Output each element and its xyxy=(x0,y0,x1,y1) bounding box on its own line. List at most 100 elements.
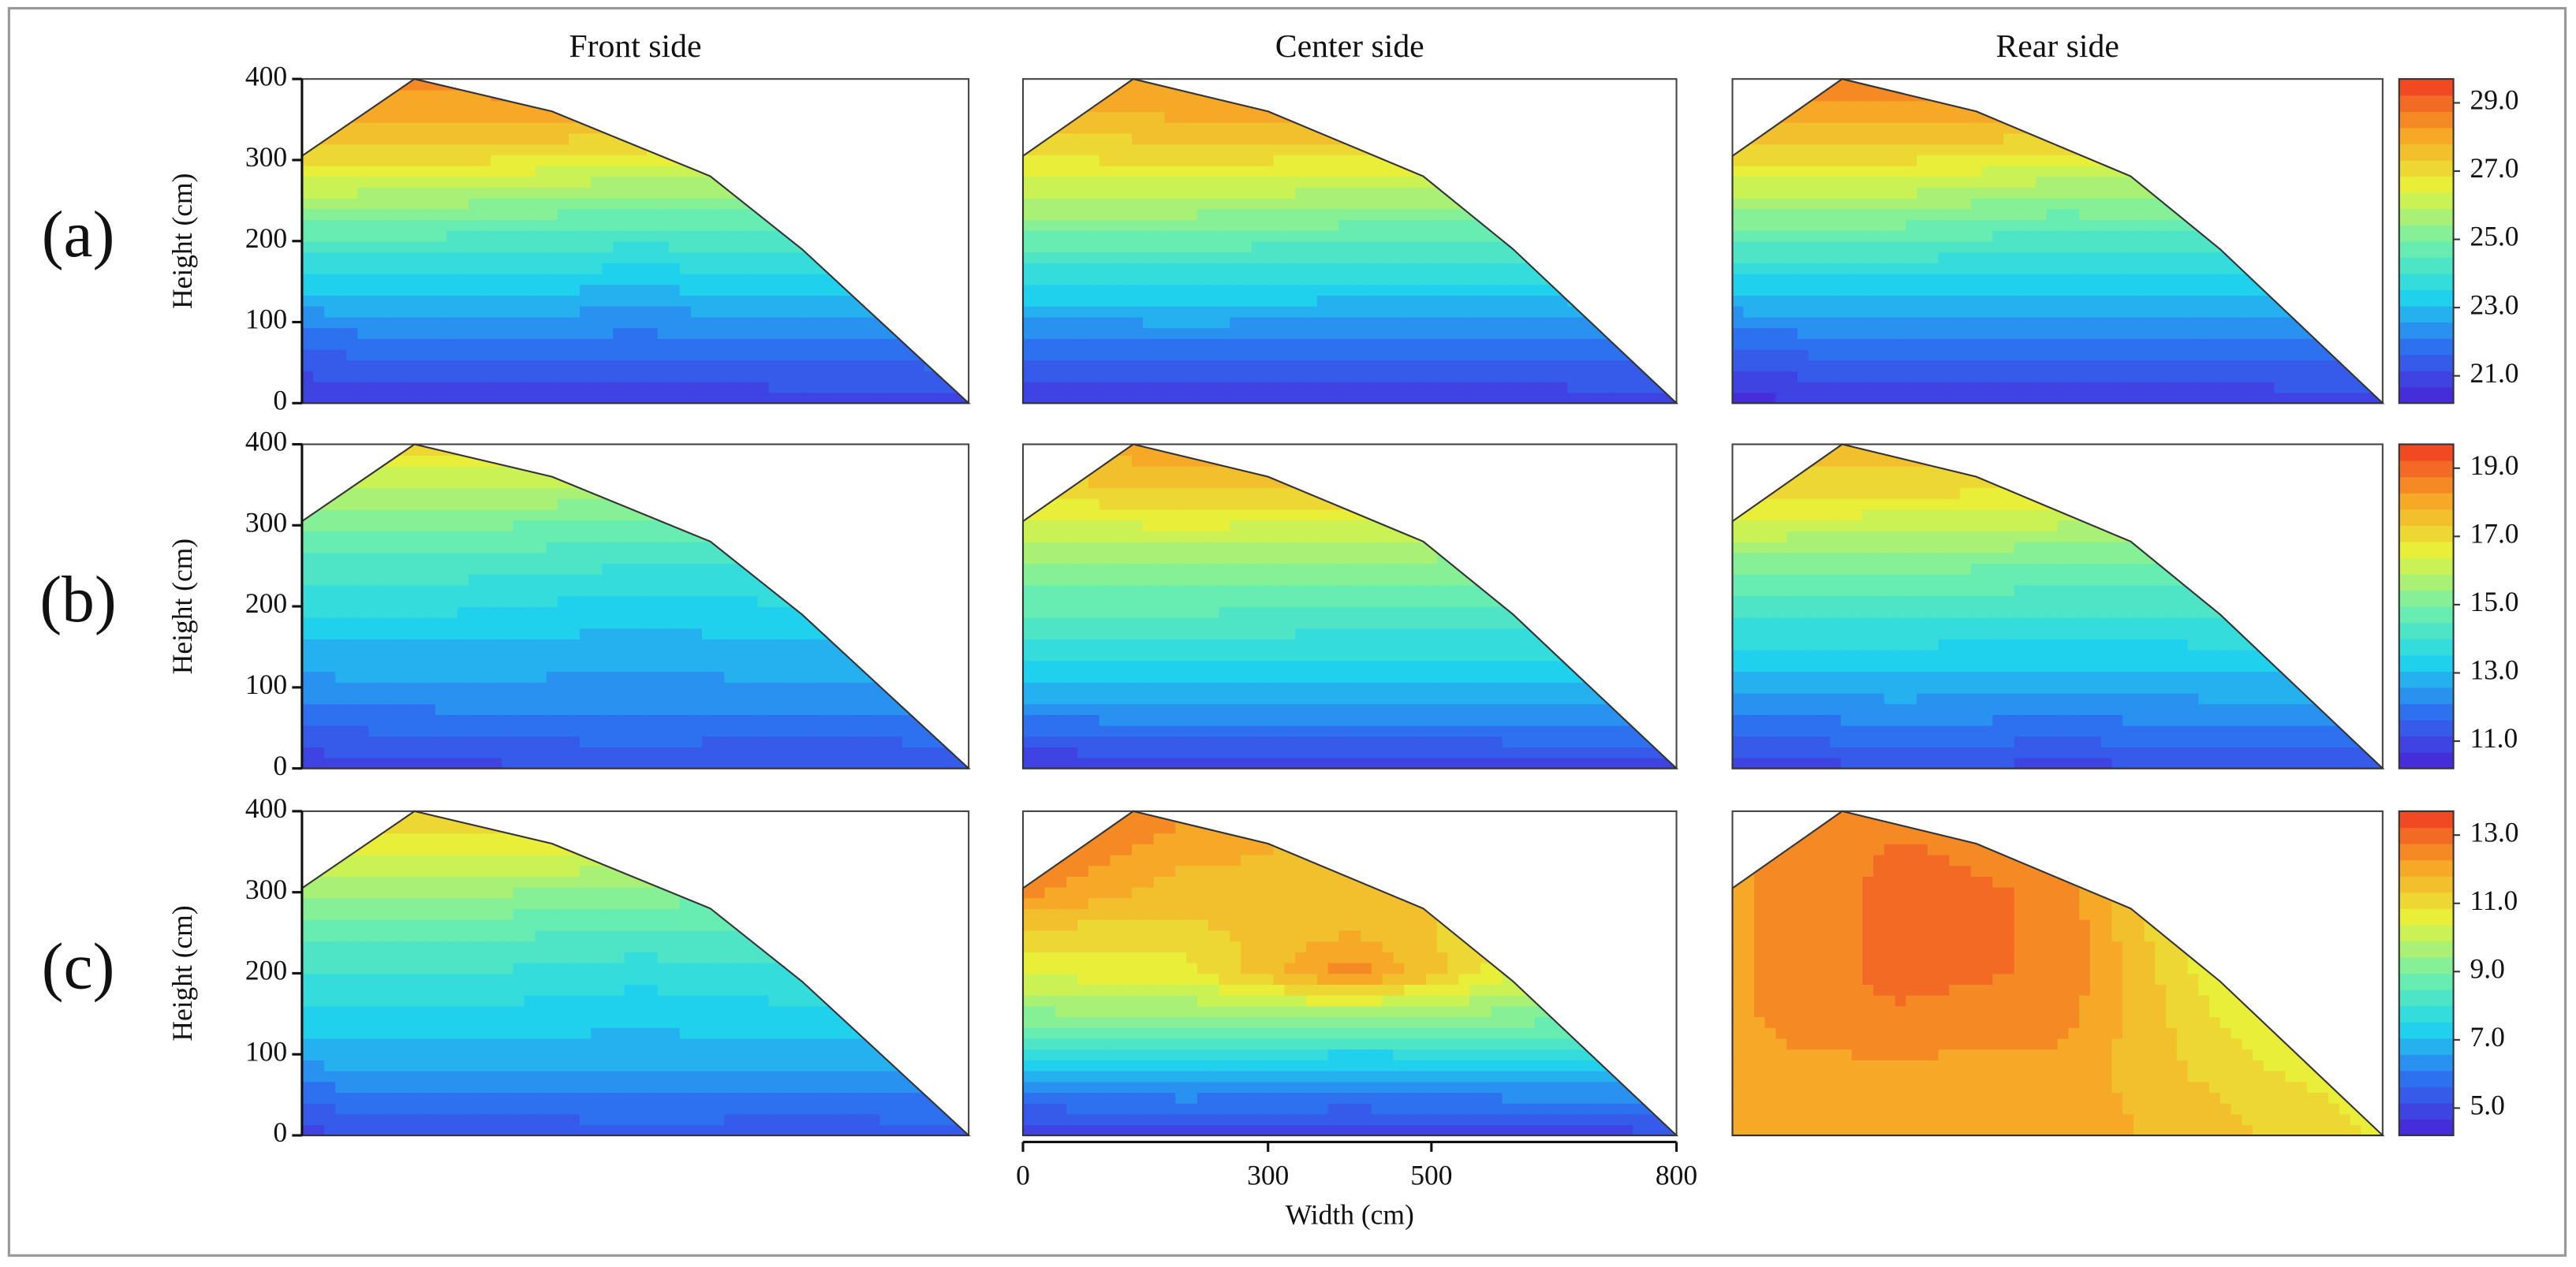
contour-cell xyxy=(1404,197,1416,210)
contour-cell xyxy=(1949,208,1961,221)
contour-cell xyxy=(502,132,514,145)
contour-cell xyxy=(1022,381,1035,393)
contour-cell xyxy=(390,263,403,274)
contour-cell xyxy=(1786,284,1798,296)
contour-cell xyxy=(535,197,547,210)
contour-cell xyxy=(1327,230,1340,242)
contour-cell xyxy=(2057,263,2070,274)
contour-cell xyxy=(1819,143,1831,155)
contour-cell xyxy=(1992,305,2004,318)
contour-cell xyxy=(1808,360,1820,372)
contour-cell xyxy=(835,327,847,339)
contour-cell xyxy=(301,187,314,199)
contour-cell xyxy=(1589,371,1601,382)
contour-cell xyxy=(1819,371,1831,382)
contour-cell xyxy=(1469,305,1481,318)
contour-cell xyxy=(2187,305,2200,318)
contour-cell xyxy=(1447,305,1460,318)
contour-cell xyxy=(379,165,392,177)
contour-cell xyxy=(2144,392,2156,404)
contour-cell xyxy=(1917,295,1928,307)
contour-cell xyxy=(1840,360,1853,372)
contour-cell xyxy=(1819,240,1831,253)
contour-cell xyxy=(1208,219,1220,231)
contour-cell xyxy=(1382,371,1394,382)
contour-cell xyxy=(690,252,703,263)
contour-cell xyxy=(413,208,425,221)
contour-cell xyxy=(1502,338,1514,350)
contour-cell xyxy=(1241,316,1253,329)
contour-cell xyxy=(524,252,536,263)
contour-cell xyxy=(1066,143,1078,155)
contour-cell xyxy=(1175,121,1187,134)
contour-cell xyxy=(1622,371,1634,382)
contour-cell xyxy=(2111,392,2123,404)
contour-cell xyxy=(713,360,726,372)
contour-cell xyxy=(424,381,436,393)
contour-cell xyxy=(1044,219,1057,231)
contour-cell xyxy=(1436,230,1449,242)
contour-cell xyxy=(491,208,503,221)
contour-cell xyxy=(1491,381,1503,393)
contour-cell xyxy=(2111,316,2123,329)
contour-cell xyxy=(2176,284,2189,296)
contour-cell xyxy=(1241,338,1253,350)
contour-cell xyxy=(591,165,603,177)
contour-cell xyxy=(580,263,592,274)
contour-cell xyxy=(1808,348,1820,361)
contour-cell xyxy=(1066,132,1078,145)
contour-cell xyxy=(1153,360,1166,372)
contour-cell xyxy=(1873,316,1885,329)
contour-cell xyxy=(1022,295,1035,307)
contour-cell xyxy=(301,360,314,372)
contour-cell xyxy=(368,316,381,329)
contour-cell xyxy=(546,197,558,210)
contour-cell xyxy=(1273,371,1286,382)
contour-cell xyxy=(1447,273,1460,285)
contour-cell xyxy=(1927,208,1939,221)
contour-cell xyxy=(1743,381,1755,393)
contour-cell xyxy=(724,252,737,263)
contour-cell xyxy=(1819,273,1831,285)
contour-cell xyxy=(2122,219,2134,231)
contour-cell xyxy=(1883,219,1896,231)
contour-cell xyxy=(1338,165,1351,177)
contour-cell xyxy=(1862,100,1874,113)
contour-cell xyxy=(1099,263,1111,274)
contour-cell xyxy=(1262,392,1275,404)
contour-cell xyxy=(1873,187,1885,199)
contour-cell xyxy=(1960,111,1972,123)
contour-cell xyxy=(2057,316,2070,329)
contour-cell xyxy=(1316,338,1329,350)
contour-cell xyxy=(1230,392,1242,404)
contour-cell xyxy=(1469,381,1481,393)
contour-cell xyxy=(1862,155,1874,166)
contour-cell xyxy=(602,295,614,307)
contour-cell xyxy=(613,348,625,361)
contour-cell xyxy=(1110,381,1122,393)
contour-cell xyxy=(1350,381,1361,393)
contour-cell xyxy=(1458,295,1470,307)
contour-cell xyxy=(1535,360,1547,372)
contour-cell xyxy=(480,132,492,145)
contour-cell xyxy=(1241,371,1253,382)
contour-cell xyxy=(524,338,536,350)
contour-cell xyxy=(413,132,425,145)
contour-cell xyxy=(335,230,348,242)
contour-cell xyxy=(1732,360,1745,372)
contour-cell xyxy=(2219,360,2232,372)
contour-cell xyxy=(1906,165,1917,177)
contour-cell xyxy=(1338,360,1351,372)
contour-cell xyxy=(1132,327,1144,339)
contour-cell xyxy=(457,187,470,199)
contour-cell xyxy=(2046,187,2059,199)
contour-cell xyxy=(390,305,403,318)
contour-cell xyxy=(702,338,714,350)
contour-cell xyxy=(1960,165,1972,177)
contour-cell xyxy=(324,252,336,263)
contour-cell xyxy=(591,392,603,404)
contour-cell xyxy=(1447,263,1460,274)
contour-cell xyxy=(2144,230,2156,242)
contour-cell xyxy=(480,263,492,274)
contour-cell xyxy=(2046,305,2059,318)
